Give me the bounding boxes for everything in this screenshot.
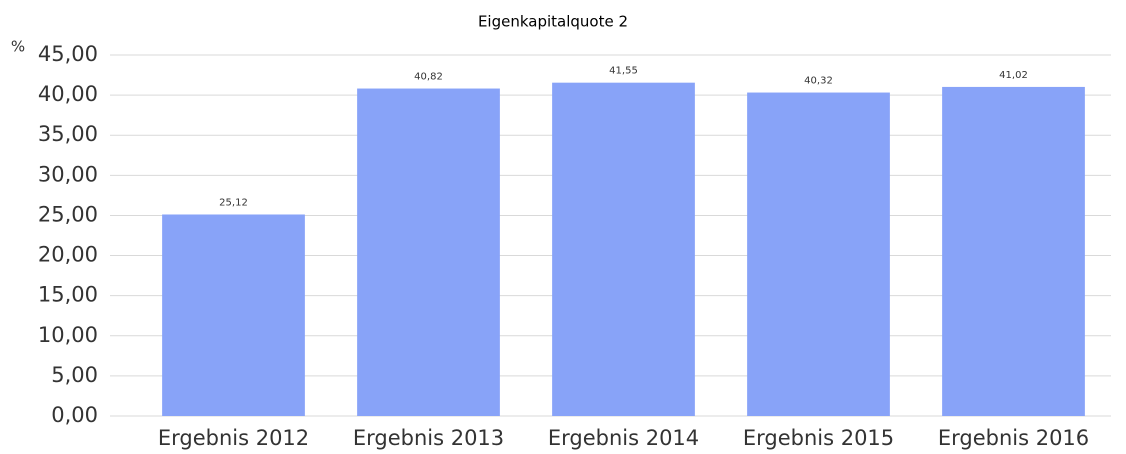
x-tick-label: Ergebnis 2012 (158, 426, 309, 450)
bar (357, 88, 500, 416)
chart-title: Eigenkapitalquote 2 (478, 13, 628, 31)
y-tick-label: 5,00 (51, 363, 98, 387)
bar (552, 82, 695, 416)
y-tick-label: 45,00 (38, 42, 98, 66)
y-tick-label: 25,00 (38, 202, 98, 226)
y-tick-label: 15,00 (38, 283, 98, 307)
x-tick-label: Ergebnis 2013 (353, 426, 504, 450)
value-label: 41,02 (999, 70, 1028, 81)
y-tick-label: 0,00 (51, 403, 98, 427)
y-axis-label: % (11, 38, 25, 56)
value-label: 25,12 (219, 197, 248, 208)
y-tick-label: 40,00 (38, 82, 98, 106)
y-tick-label: 35,00 (38, 122, 98, 146)
value-label: 40,32 (804, 76, 833, 87)
x-tick-label: Ergebnis 2014 (548, 426, 699, 450)
value-label: 40,82 (414, 72, 443, 83)
x-tick-label: Ergebnis 2015 (743, 426, 894, 450)
bar (747, 92, 890, 416)
value-label: 41,55 (609, 66, 638, 77)
x-tick-label: Ergebnis 2016 (938, 426, 1089, 450)
y-tick-label: 10,00 (38, 323, 98, 347)
bar (942, 86, 1085, 417)
y-tick-label: 20,00 (38, 243, 98, 267)
bar (162, 214, 305, 416)
y-tick-label: 30,00 (38, 162, 98, 186)
